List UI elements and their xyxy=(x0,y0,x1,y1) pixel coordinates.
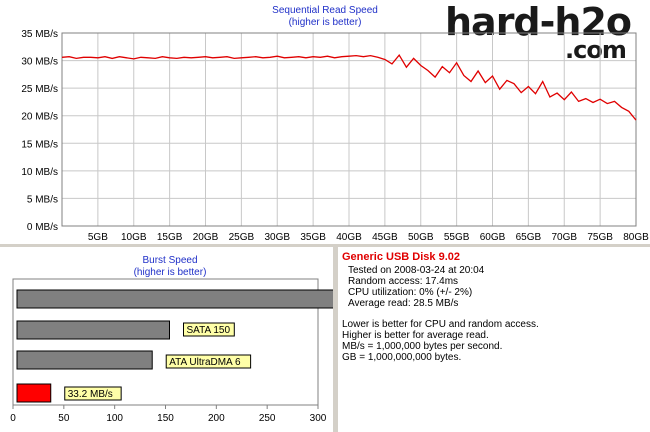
brand-logo: hard-h2o xyxy=(445,0,632,44)
bar-label: SATA 150 xyxy=(187,325,231,336)
burst-speed-panel: Burst Speed (higher is better) 0 50 100 150… xyxy=(0,247,333,432)
x-tick-label: 50GB xyxy=(408,232,434,243)
x-tick-label: 30GB xyxy=(264,232,290,243)
plot-frame xyxy=(61,32,637,227)
plot-frame xyxy=(12,278,319,406)
x-tick-label: 20GB xyxy=(193,232,219,243)
note-line: Lower is better for CPU and random acces… xyxy=(342,319,539,330)
x-tick-label: 25GB xyxy=(229,232,255,243)
x-tick-label: 15GB xyxy=(157,232,183,243)
y-tick-label: 5 MB/s xyxy=(27,194,58,205)
sequential-read-chart: 5GB 10GB 15GB 20GB 25GB 30GB 35GB 40GB 45GB 50GB 5… xyxy=(21,29,649,243)
x-tick-label: 75GB xyxy=(587,232,613,243)
bar-label-box xyxy=(165,354,252,369)
bar xyxy=(16,350,153,370)
read-chart-title-block: Sequential Read Speed (higher is better) xyxy=(230,5,420,29)
read-chart-subtitle: (higher is better) xyxy=(288,17,362,28)
x-tick-label: 80GB xyxy=(623,232,649,243)
bar-label-box xyxy=(183,322,235,337)
note-line: GB = 1,000,000,000 bytes. xyxy=(342,352,462,363)
y-tick-label: 0 MB/s xyxy=(27,222,58,233)
x-tick-label: 70GB xyxy=(551,232,577,243)
brand-logo-suffix: .com xyxy=(565,36,627,64)
y-tick-label: 20 MB/s xyxy=(21,112,58,123)
tested-date: Tested on 2008-03-24 at 20:04 xyxy=(348,265,485,276)
x-tick-label: 35GB xyxy=(300,232,326,243)
y-tick-label: 35 MB/s xyxy=(21,29,58,40)
average-read: Average read: 28.5 MB/s xyxy=(348,298,459,309)
cpu-utilization: CPU utilization: 0% (+/- 2%) xyxy=(348,287,473,298)
read-speed-line xyxy=(61,53,637,121)
x-tick-label: 300 xyxy=(310,413,327,424)
y-tick-label: 15 MB/s xyxy=(21,139,58,150)
x-tick-label: 200 xyxy=(208,413,225,424)
bar xyxy=(16,383,52,403)
bar-label-box xyxy=(64,386,122,401)
x-tick-label: 55GB xyxy=(444,232,470,243)
x-tick-label: 100 xyxy=(106,413,123,424)
read-chart-title: Sequential Read Speed xyxy=(272,5,378,16)
x-tick-label: 250 xyxy=(259,413,276,424)
y-tick-label: 30 MB/s xyxy=(21,57,58,68)
x-tick-label: 45GB xyxy=(372,232,398,243)
device-name: Generic USB Disk 9.02 xyxy=(342,251,461,263)
bar xyxy=(16,289,333,309)
sequential-read-panel: Sequential Read Speed (higher is better)… xyxy=(0,0,650,244)
bar-label: 33.2 MB/s xyxy=(68,389,113,400)
burst-chart-subtitle: (higher is better) xyxy=(133,267,207,278)
x-tick-label: 0 xyxy=(10,413,16,424)
burst-speed-chart: 050100150200250300SCSI Ultra320SATA 150A… xyxy=(10,278,333,424)
note-line: MB/s = 1,000,000 bytes per second. xyxy=(342,341,503,352)
x-tick-label: 40GB xyxy=(336,232,362,243)
y-tick-label: 10 MB/s xyxy=(21,167,58,178)
x-tick-label: 60GB xyxy=(480,232,506,243)
x-tick-label: 10GB xyxy=(121,232,147,243)
note-line: Higher is better for average read. xyxy=(342,330,489,341)
info-panel: Generic USB Disk 9.02 Tested on 2008-03-… xyxy=(338,247,650,432)
bar-label: ATA UltraDMA 6 xyxy=(169,357,241,368)
burst-chart-title-block: Burst Speed (higher is better) xyxy=(100,255,240,279)
x-tick-label: 65GB xyxy=(516,232,542,243)
x-tick-label: 150 xyxy=(157,413,174,424)
bar xyxy=(16,320,170,340)
x-tick-label: 50 xyxy=(58,413,70,424)
random-access: Random access: 17.4ms xyxy=(348,276,459,287)
y-tick-label: 25 MB/s xyxy=(21,84,58,95)
burst-chart-title: Burst Speed xyxy=(142,255,198,266)
x-tick-label: 5GB xyxy=(88,232,108,243)
